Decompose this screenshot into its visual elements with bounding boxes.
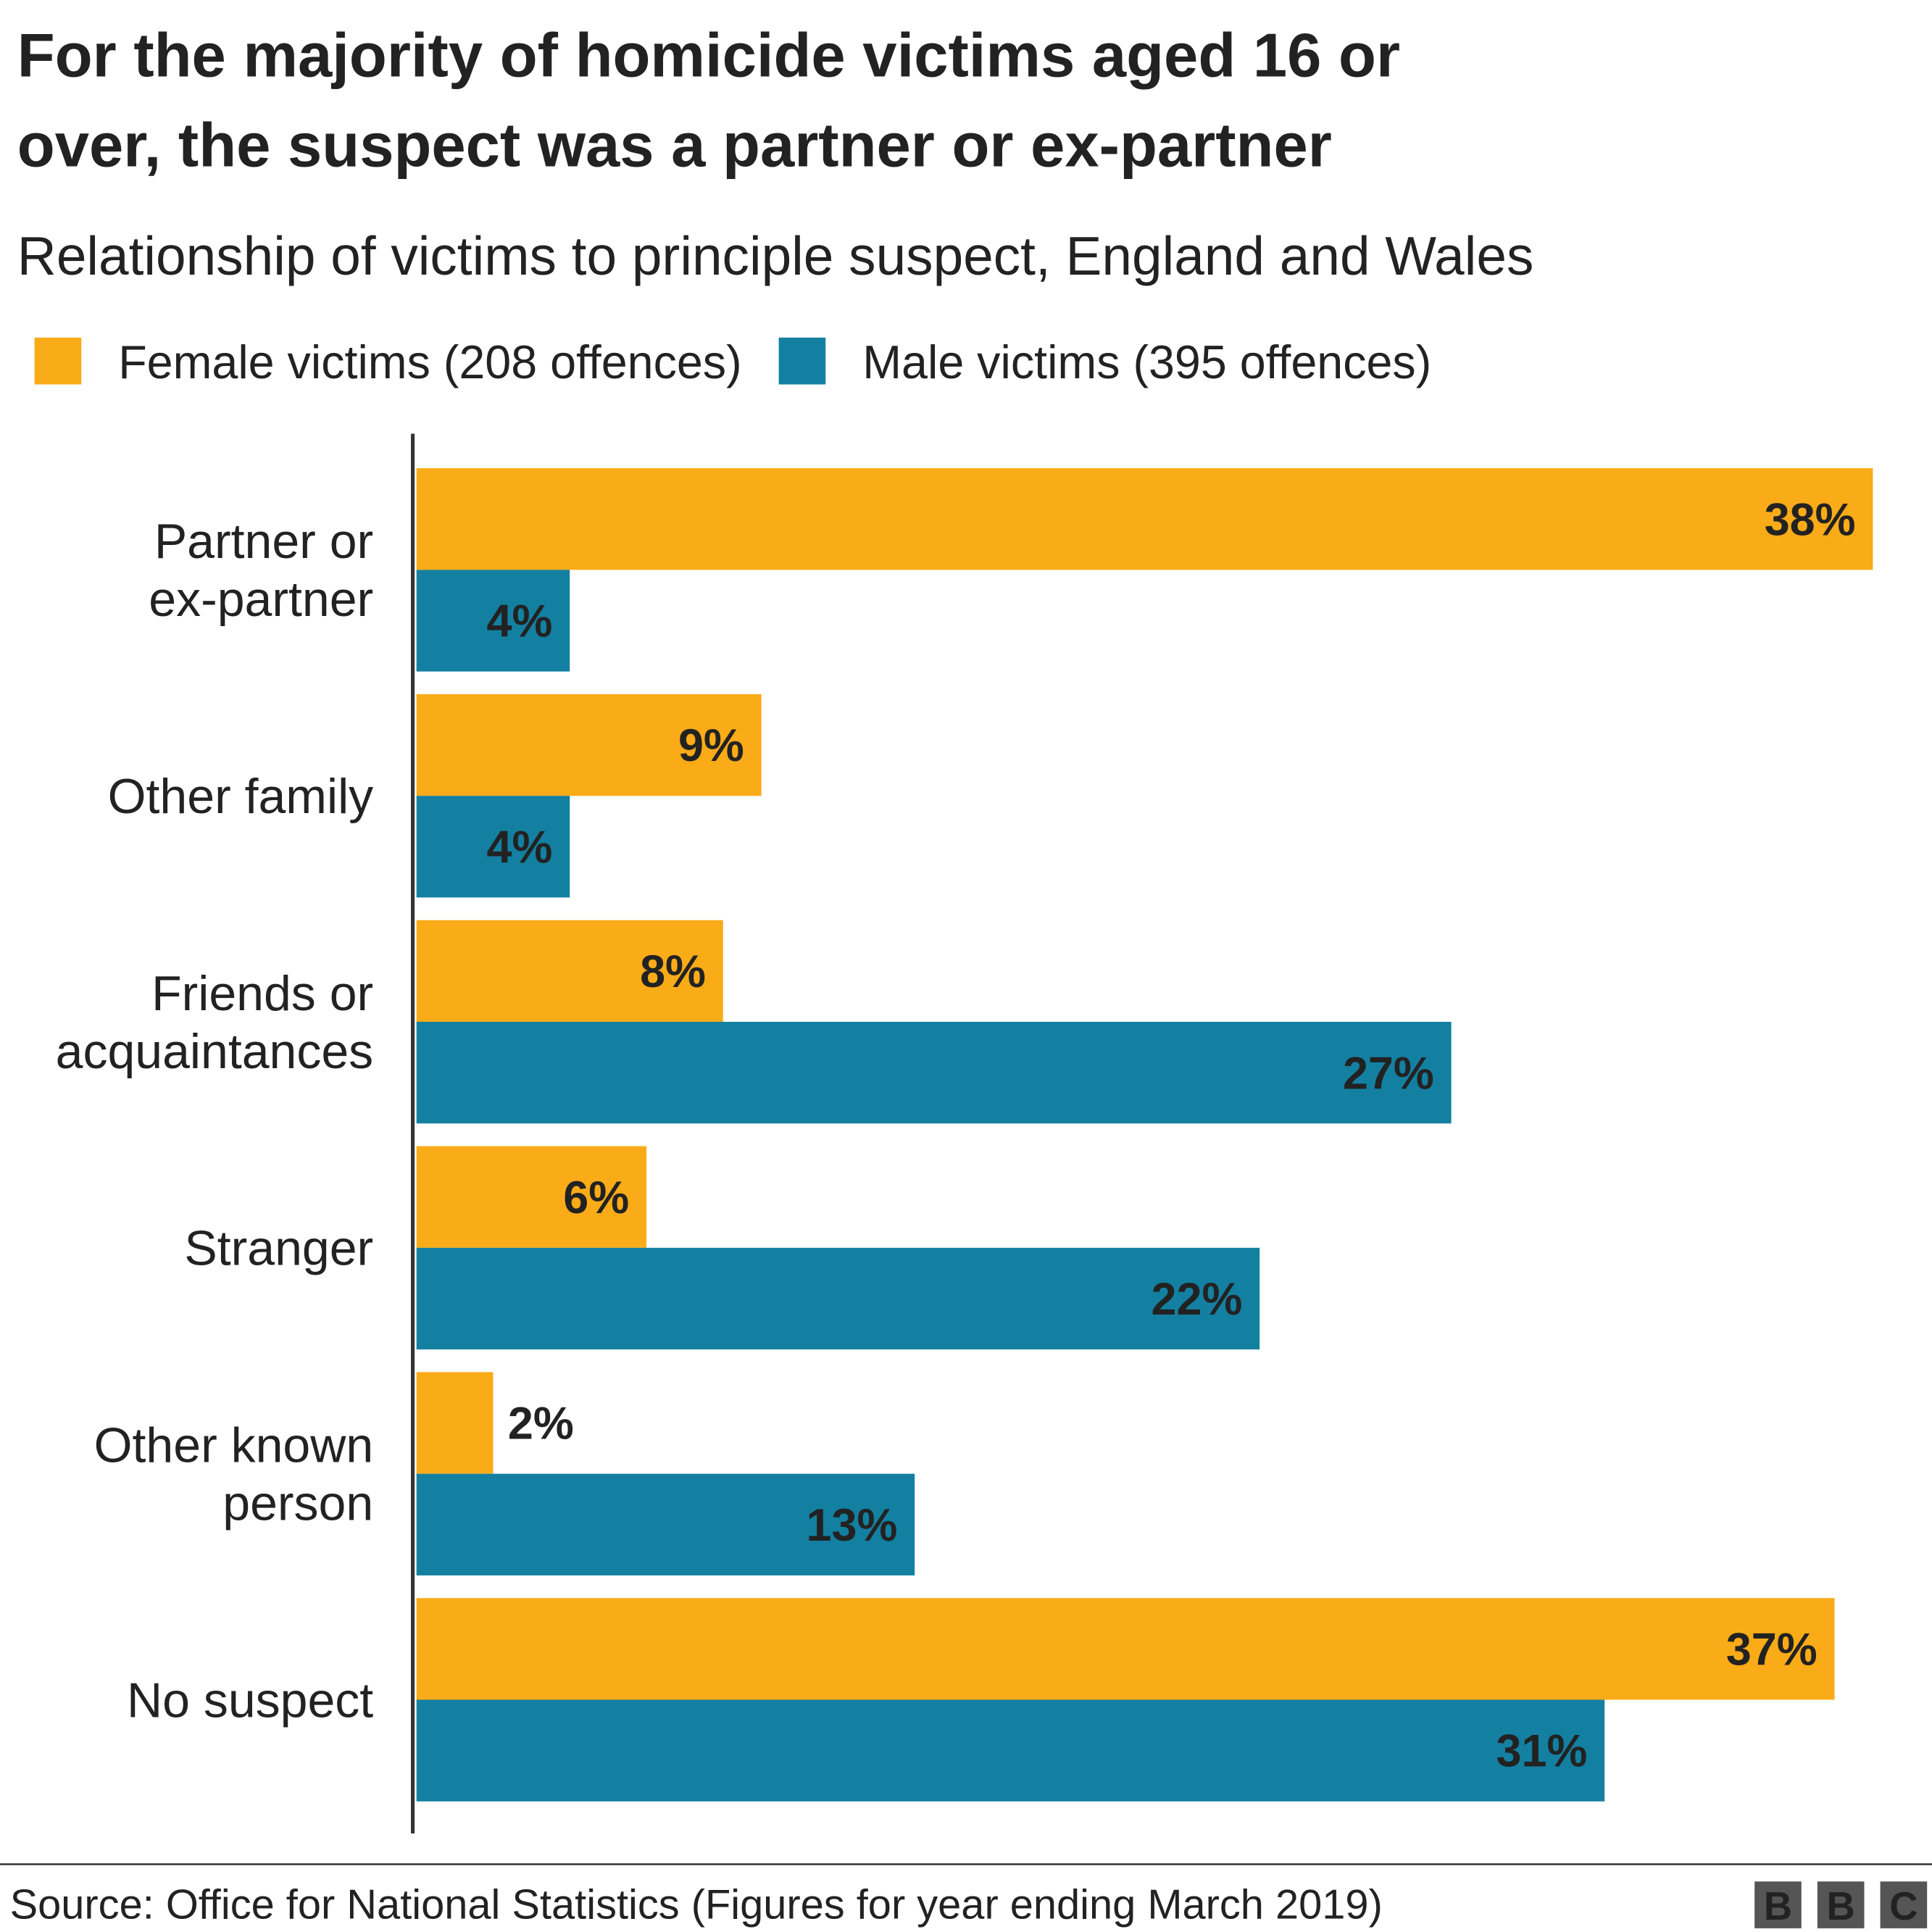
- category-label: Stranger: [184, 1221, 373, 1276]
- bar: [416, 1473, 915, 1575]
- value-label: 22%: [1152, 1274, 1243, 1325]
- logo-box: [1880, 1881, 1928, 1928]
- chart-title: For the majority of homicide victims age…: [17, 21, 1400, 90]
- legend-swatch: [778, 337, 826, 385]
- bar: [416, 570, 570, 672]
- bar: [416, 1699, 1605, 1802]
- value-label: 31%: [1496, 1726, 1588, 1777]
- source: Source: Office for National Statistics (…: [10, 1881, 1383, 1928]
- category-label: No suspect: [127, 1673, 373, 1728]
- value-label: 2%: [508, 1399, 574, 1449]
- bar: [416, 1372, 494, 1474]
- value-label: 6%: [563, 1173, 629, 1223]
- logo-box: [1754, 1881, 1802, 1928]
- bar: [416, 468, 1873, 570]
- value-label: 4%: [487, 596, 553, 647]
- logo-letter: B: [1764, 1884, 1792, 1928]
- chart-subtitle: Relationship of victims to principle sus…: [17, 225, 1534, 286]
- value-label: 37%: [1726, 1624, 1818, 1675]
- value-label: 27%: [1343, 1048, 1434, 1099]
- category-label: ex-partner: [149, 572, 373, 627]
- logo-letter: B: [1827, 1884, 1855, 1928]
- category-label: Partner or: [154, 514, 373, 569]
- bar: [416, 1022, 1452, 1124]
- category-label: person: [222, 1475, 373, 1531]
- value-label: 38%: [1765, 494, 1856, 545]
- bar: [416, 1146, 647, 1248]
- legend-label: Male victims (395 offences): [862, 336, 1431, 388]
- category-label: Friends or: [151, 966, 373, 1021]
- legend-label: Female victims (208 offences): [118, 336, 741, 388]
- category-label: Other family: [108, 769, 374, 824]
- value-label: 9%: [678, 720, 744, 771]
- value-label: 8%: [640, 946, 706, 997]
- bar: [416, 920, 723, 1023]
- logo-letter: C: [1889, 1884, 1918, 1928]
- legend-swatch: [34, 337, 82, 385]
- category-label: acquaintances: [56, 1024, 374, 1079]
- logo-box: [1817, 1881, 1865, 1928]
- chart-title: over, the suspect was a partner or ex-pa…: [17, 112, 1332, 180]
- bar: [416, 694, 762, 796]
- value-label: 13%: [807, 1500, 898, 1551]
- category-label: Other known: [94, 1418, 374, 1473]
- bar: [416, 1247, 1260, 1350]
- bar: [416, 1598, 1835, 1700]
- value-label: 4%: [487, 822, 553, 873]
- bar: [416, 796, 570, 898]
